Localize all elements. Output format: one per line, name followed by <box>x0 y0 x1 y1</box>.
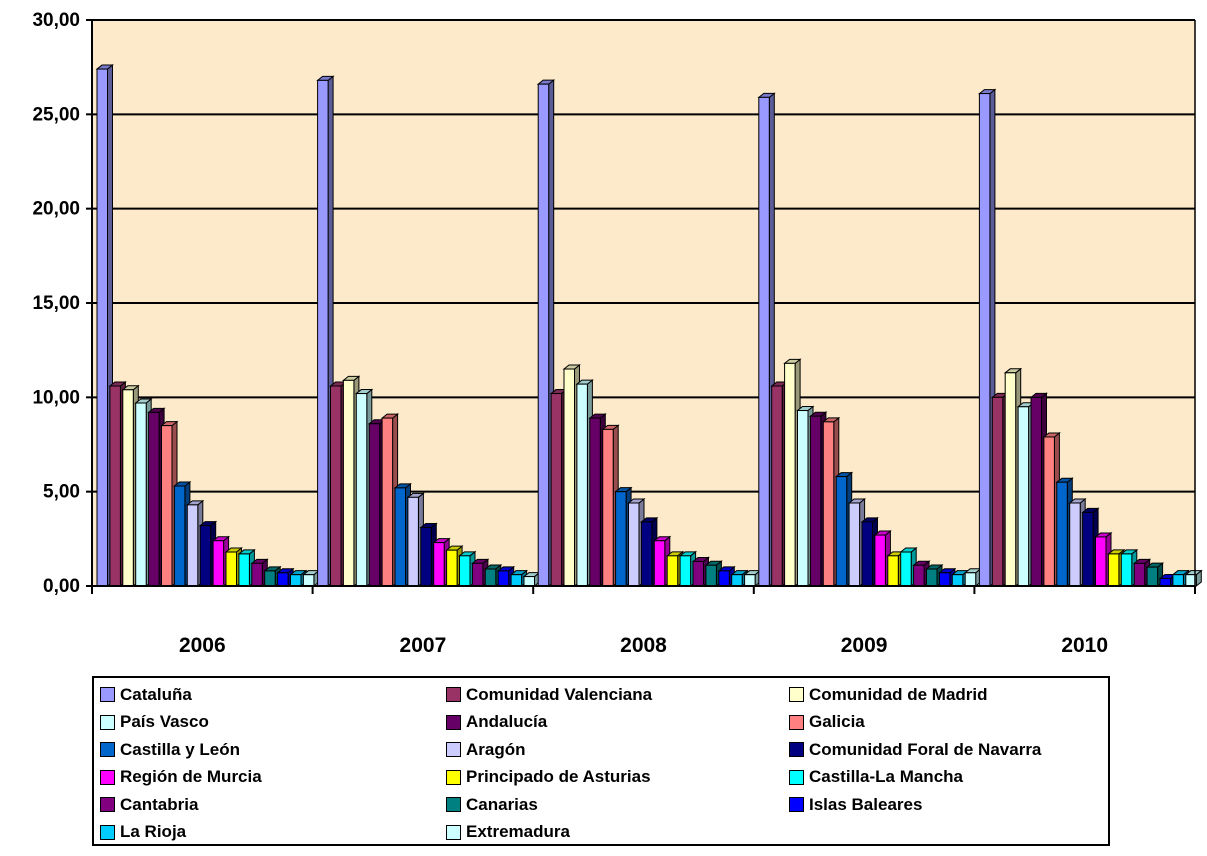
legend-grid: Cataluña Comunidad Valenciana Comunidad de… <box>94 678 1108 846</box>
legend-label: Aragón <box>466 739 526 759</box>
legend-entry: Principado de Asturias <box>446 764 789 792</box>
legend-entry: Cataluña <box>100 681 446 709</box>
legend-entry: Cantabria <box>100 791 446 819</box>
legend-entry: Comunidad Valenciana <box>446 681 789 709</box>
y-tick-label: 25,00 <box>32 104 80 125</box>
x-tick-label: 2010 <box>1061 634 1108 657</box>
legend-label: Andalucía <box>466 712 548 732</box>
x-tick-label: 2008 <box>620 634 667 657</box>
legend-label: Extremadura <box>466 822 570 842</box>
legend-swatch <box>446 824 461 840</box>
legend-entry: Comunidad de Madrid <box>789 681 1109 709</box>
legend-swatch <box>446 714 461 730</box>
legend-swatch <box>789 742 804 758</box>
y-tick-label: 20,00 <box>32 199 80 220</box>
y-tick-label: 0,00 <box>43 576 80 597</box>
legend-label: Región de Murcia <box>120 767 262 787</box>
legend-label: Islas Baleares <box>809 794 923 814</box>
legend-entry: Castilla-La Mancha <box>789 764 1109 792</box>
legend-entry: Andalucía <box>446 709 789 737</box>
x-tick-label: 2009 <box>841 634 888 657</box>
bar <box>963 567 983 588</box>
legend-swatch <box>789 769 804 785</box>
legend-label: Principado de Asturias <box>466 767 651 787</box>
legend-swatch <box>100 742 115 758</box>
legend-swatch <box>100 714 115 730</box>
legend-swatch <box>100 824 115 840</box>
legend-entry: Región de Murcia <box>100 764 446 792</box>
legend-swatch <box>446 797 461 813</box>
legend-swatch <box>789 797 804 813</box>
legend-label: País Vasco <box>120 712 209 732</box>
legend-swatch <box>100 687 115 703</box>
legend-swatch <box>789 714 804 730</box>
bar <box>522 571 541 588</box>
bar <box>301 569 321 588</box>
legend-label: Cantabria <box>120 794 199 814</box>
legend-label: Canarias <box>466 794 538 814</box>
legend-entry: Galicia <box>789 709 1109 737</box>
legend-entry: Aragón <box>446 736 789 764</box>
legend-swatch <box>100 797 115 813</box>
legend-label: Castilla y León <box>120 739 240 759</box>
y-axis-tick-labels: 0,00 5,00 10,00 15,00 20,00 25,00 30,00 <box>32 10 92 597</box>
legend-swatch <box>789 687 804 703</box>
legend-label: Galicia <box>809 712 865 732</box>
y-tick-label: 15,00 <box>32 293 80 314</box>
y-tick-label: 5,00 <box>43 482 80 503</box>
bar <box>289 569 308 588</box>
legend-entry: Extremadura <box>446 819 789 847</box>
x-axis-tick-labels: 2006 2007 2008 2009 2010 <box>91 586 1196 657</box>
legend-entry: País Vasco <box>100 709 446 737</box>
legend-swatch <box>446 769 461 785</box>
legend-swatch <box>446 687 461 703</box>
legend-label: Comunidad Foral de Navarra <box>809 739 1042 759</box>
legend-entry: Islas Baleares <box>789 791 1109 819</box>
bar <box>1184 569 1203 588</box>
legend: Cataluña Comunidad Valenciana Comunidad de… <box>92 676 1110 846</box>
bar <box>743 569 762 588</box>
y-tick-label: 30,00 <box>32 10 80 31</box>
legend-swatch <box>446 742 461 758</box>
legend-entry: La Rioja <box>100 819 446 847</box>
legend-label: Castilla-La Mancha <box>809 767 963 787</box>
legend-label: Cataluña <box>120 684 192 704</box>
legend-swatch <box>100 769 115 785</box>
bars <box>95 64 1203 588</box>
legend-entry: Comunidad Foral de Navarra <box>789 736 1109 764</box>
legend-label: Comunidad de Madrid <box>809 684 988 704</box>
legend-label: Comunidad Valenciana <box>466 684 653 704</box>
legend-label: La Rioja <box>120 822 187 842</box>
y-tick-label: 10,00 <box>32 387 80 408</box>
x-tick-label: 2006 <box>179 634 226 657</box>
legend-entry: Castilla y León <box>100 736 446 764</box>
legend-entry: Canarias <box>446 791 789 819</box>
x-tick-label: 2007 <box>400 634 447 657</box>
